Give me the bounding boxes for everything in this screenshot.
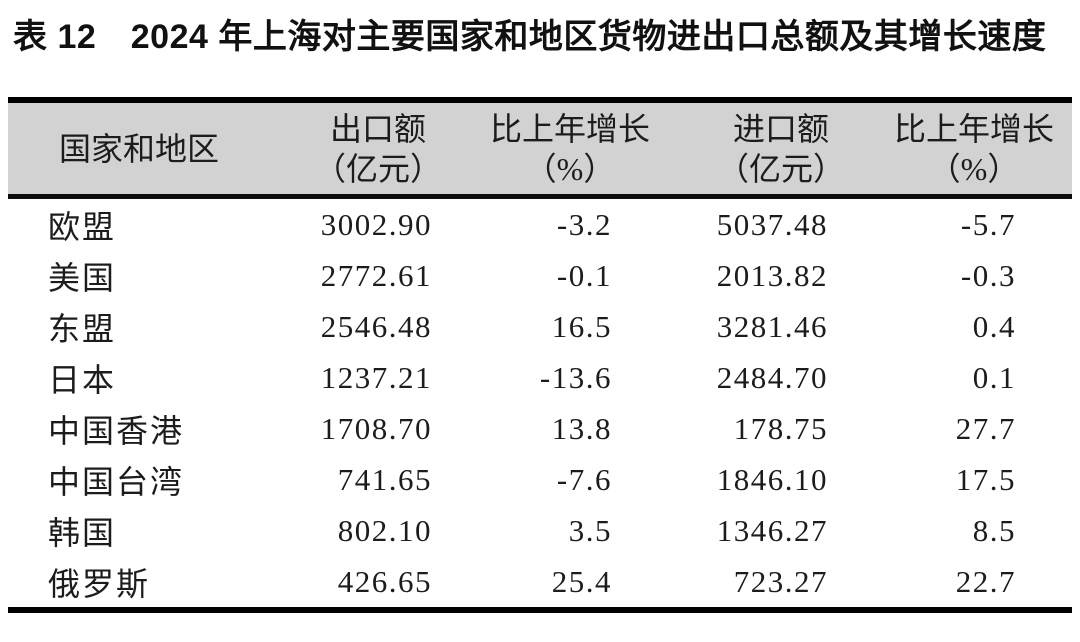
column-header-region: 国家和地区 xyxy=(8,103,270,199)
export-value-cell: 1237.21 xyxy=(320,359,432,395)
table-row: 欧盟 3002.90 -3.2 5037.48 -5.7 xyxy=(8,197,1072,251)
import-growth-cell: -5.7 xyxy=(960,206,1016,242)
import-growth-cell: 0.1 xyxy=(972,359,1016,395)
trade-table: 国家和地区 出口额 （亿元） 比上年增长 （%） 进口额 （亿元） 比上年增长 … xyxy=(8,97,1072,613)
column-header-import-growth: 比上年增长 （%） xyxy=(870,103,1072,199)
trade-table-grid: 国家和地区 出口额 （亿元） 比上年增长 （%） 进口额 （亿元） 比上年增长 … xyxy=(8,103,1072,607)
column-header-import-value: 进口额 （亿元） xyxy=(650,103,870,199)
table-row: 东盟 2546.48 16.5 3281.46 0.4 xyxy=(8,301,1072,352)
region-cell: 韩国 xyxy=(48,514,117,551)
region-cell: 日本 xyxy=(48,361,117,398)
import-growth-cell: 17.5 xyxy=(955,461,1016,497)
page-title: 表 12 2024 年上海对主要国家和地区货物进出口总额及其增长速度 xyxy=(13,18,1047,56)
import-value-cell: 2484.70 xyxy=(716,359,828,395)
table-header-row: 国家和地区 出口额 （亿元） 比上年增长 （%） 进口额 （亿元） 比上年增长 … xyxy=(8,103,1072,199)
region-cell: 东盟 xyxy=(48,310,117,347)
import-value-cell: 723.27 xyxy=(733,563,828,599)
export-value-cell: 426.65 xyxy=(337,563,432,599)
column-header-export-growth: 比上年增长 （%） xyxy=(460,103,651,199)
export-value-cell: 3002.90 xyxy=(320,206,432,242)
import-growth-cell: 27.7 xyxy=(955,410,1016,446)
table-row: 中国香港 1708.70 13.8 178.75 27.7 xyxy=(8,403,1072,454)
export-value-cell: 2772.61 xyxy=(320,257,432,293)
export-value-cell: 741.65 xyxy=(337,461,432,497)
table-row: 韩国 802.10 3.5 1346.27 8.5 xyxy=(8,505,1072,556)
export-value-cell: 802.10 xyxy=(337,512,432,548)
import-value-cell: 178.75 xyxy=(733,410,828,446)
import-value-cell: 3281.46 xyxy=(716,308,828,344)
export-growth-cell: 25.4 xyxy=(551,563,612,599)
import-value-cell: 1846.10 xyxy=(716,461,828,497)
import-value-cell: 1346.27 xyxy=(716,512,828,548)
export-growth-cell: -13.6 xyxy=(539,359,612,395)
import-growth-cell: 22.7 xyxy=(955,563,1016,599)
region-cell: 俄罗斯 xyxy=(48,565,151,602)
import-value-cell: 5037.48 xyxy=(716,206,828,242)
import-value-cell: 2013.82 xyxy=(716,257,828,293)
table-row: 俄罗斯 426.65 25.4 723.27 22.7 xyxy=(8,556,1072,607)
import-growth-cell: 0.4 xyxy=(972,308,1016,344)
export-growth-cell: -0.1 xyxy=(556,257,612,293)
export-growth-cell: 13.8 xyxy=(551,410,612,446)
column-header-export-value-label: 出口额 xyxy=(329,110,426,147)
export-growth-cell: -7.6 xyxy=(556,461,612,497)
region-cell: 美国 xyxy=(48,259,117,296)
column-header-import-growth-unit: （%） xyxy=(928,150,1020,187)
region-cell: 中国台湾 xyxy=(48,463,185,500)
column-header-import-value-label: 进口额 xyxy=(732,110,829,147)
region-cell: 欧盟 xyxy=(48,208,117,245)
table-row: 中国台湾 741.65 -7.6 1846.10 17.5 xyxy=(8,454,1072,505)
region-cell: 中国香港 xyxy=(48,412,185,449)
column-header-export-growth-label: 比上年增长 xyxy=(490,110,651,147)
column-header-import-growth-label: 比上年增长 xyxy=(893,110,1054,147)
column-header-import-value-unit: （亿元） xyxy=(716,150,845,187)
import-growth-cell: 8.5 xyxy=(972,512,1016,548)
column-header-region-label: 国家和地区 xyxy=(58,130,219,167)
export-growth-cell: -3.2 xyxy=(556,206,612,242)
export-value-cell: 1708.70 xyxy=(320,410,432,446)
export-growth-cell: 16.5 xyxy=(551,308,612,344)
export-value-cell: 2546.48 xyxy=(320,308,432,344)
import-growth-cell: -0.3 xyxy=(960,257,1016,293)
column-header-export-growth-unit: （%） xyxy=(524,150,616,187)
export-growth-cell: 3.5 xyxy=(568,512,612,548)
table-row: 美国 2772.61 -0.1 2013.82 -0.3 xyxy=(8,250,1072,301)
column-header-export-value: 出口额 （亿元） xyxy=(270,103,460,199)
table-row: 日本 1237.21 -13.6 2484.70 0.1 xyxy=(8,352,1072,403)
column-header-export-value-unit: （亿元） xyxy=(313,150,442,187)
